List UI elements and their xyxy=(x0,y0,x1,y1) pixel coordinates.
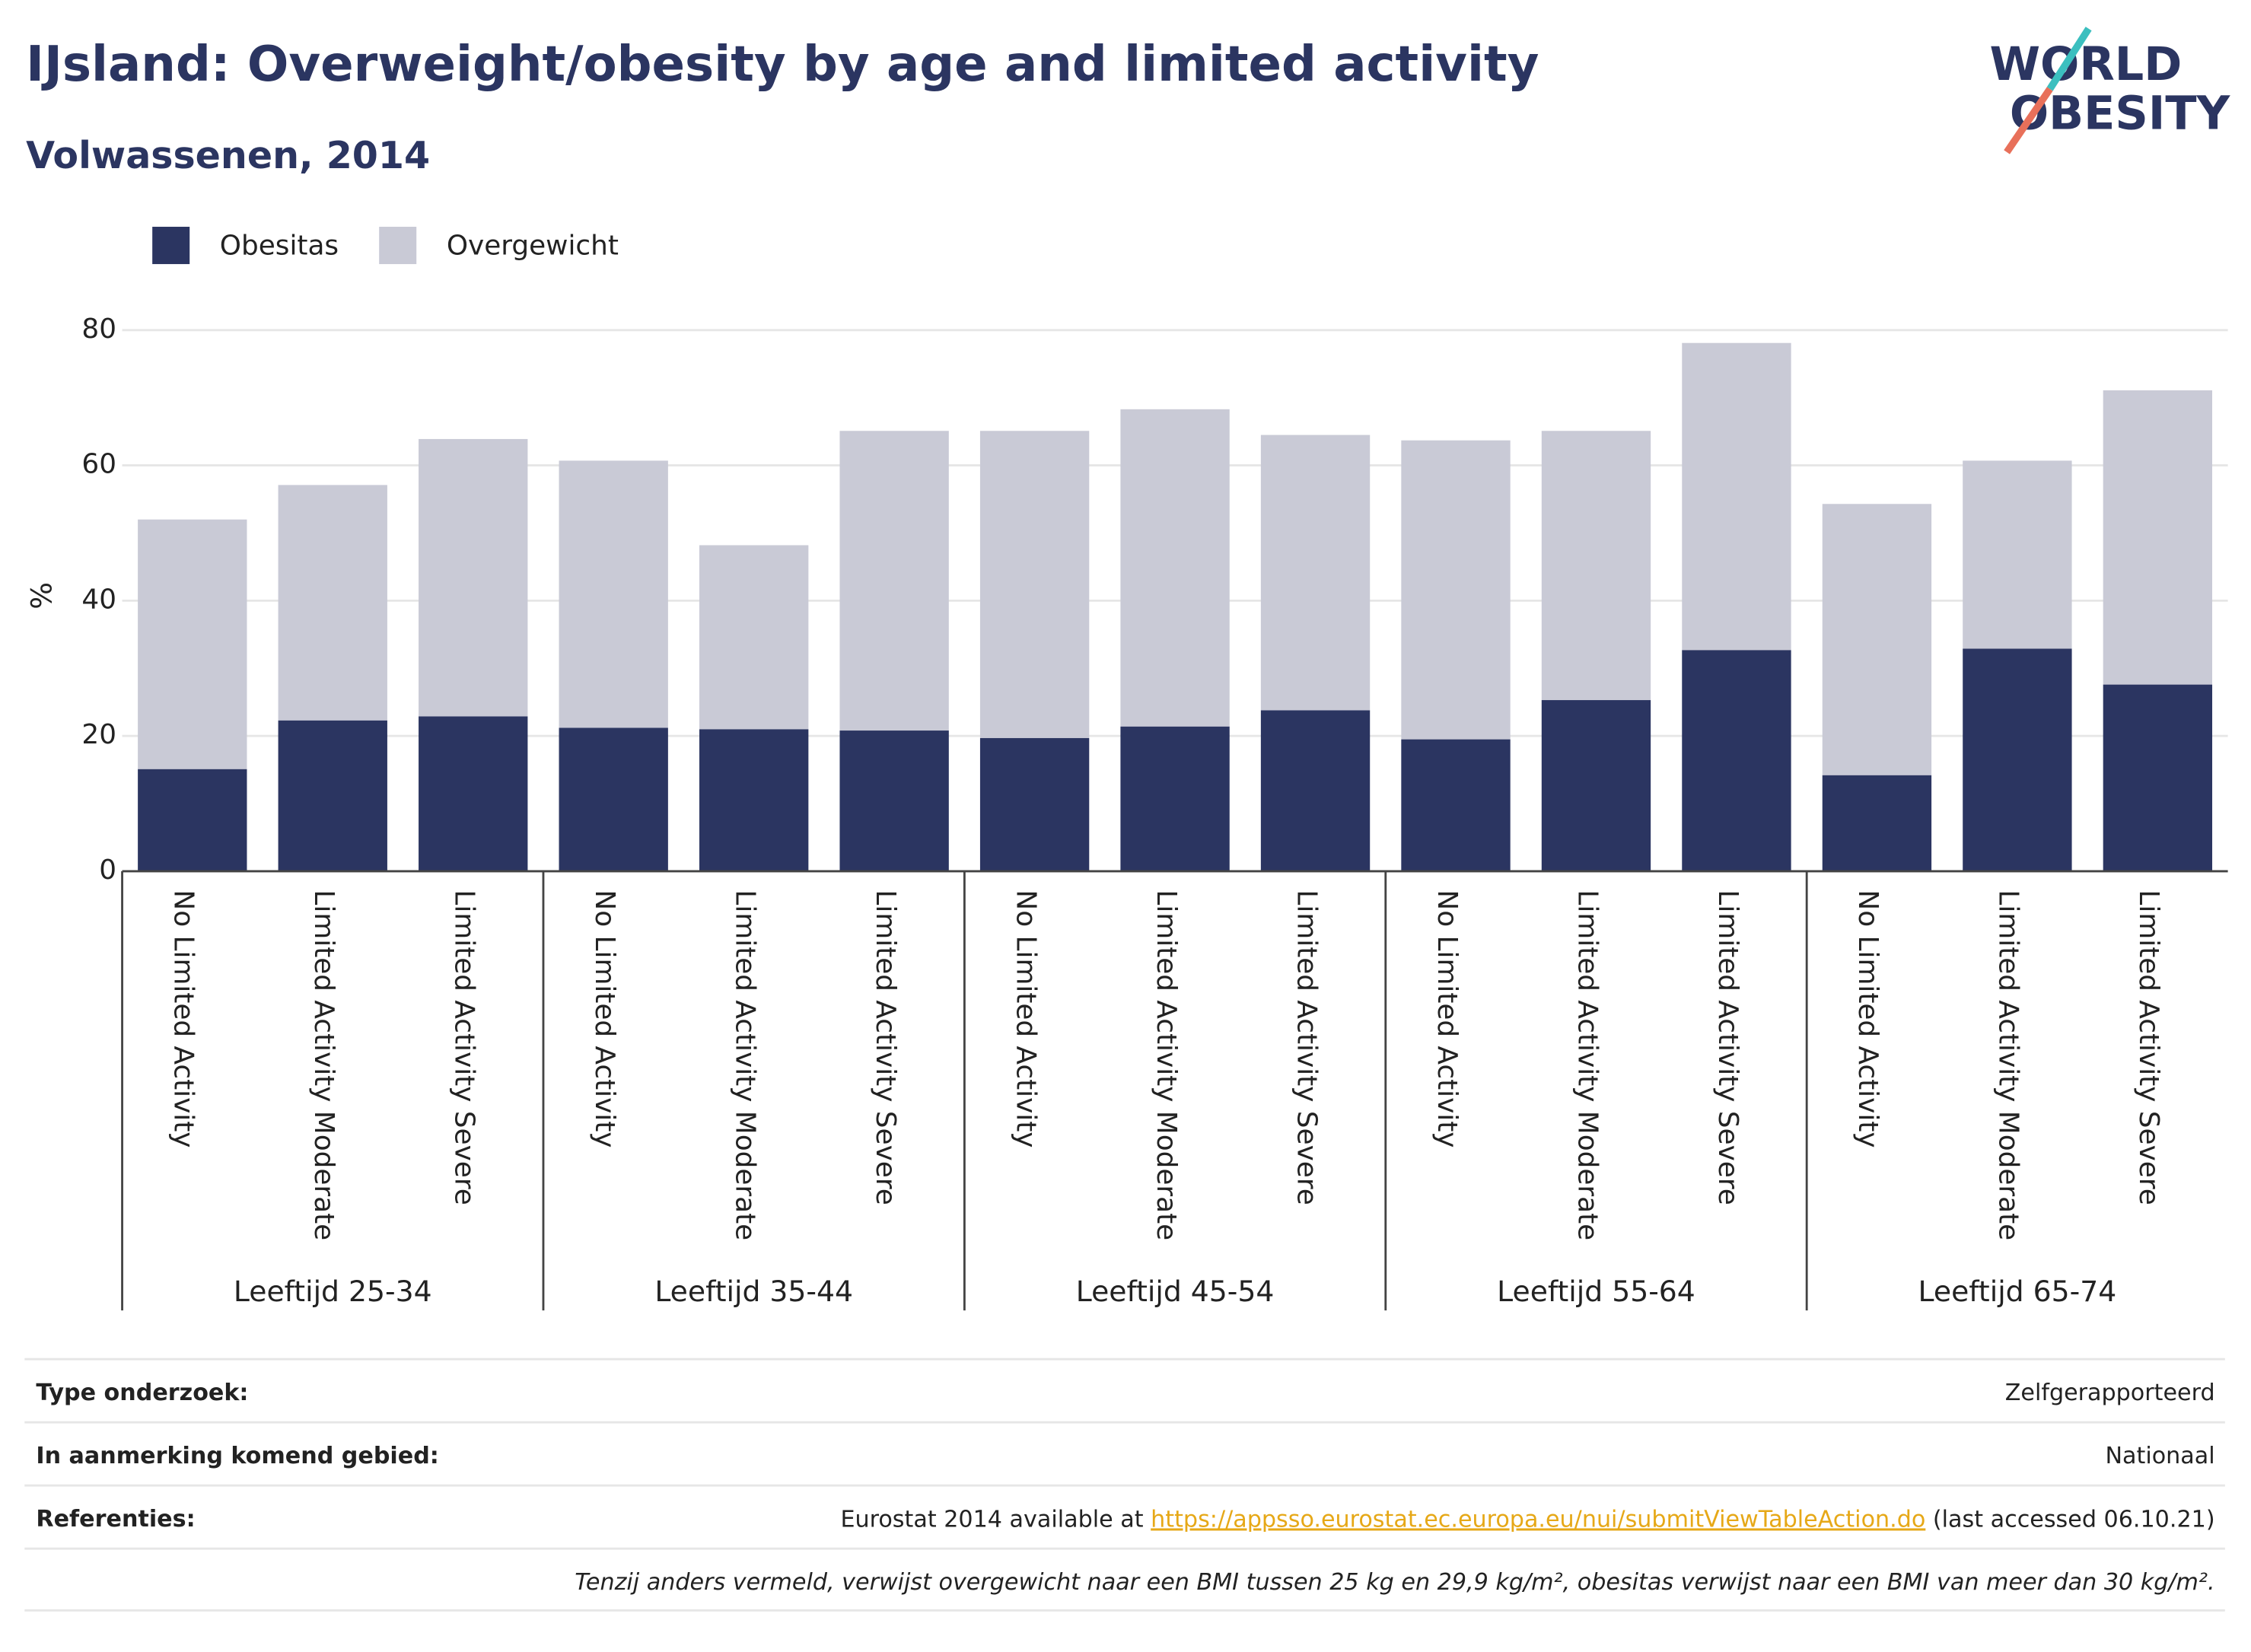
row-value: Eurostat 2014 available at https://appss… xyxy=(840,1506,2214,1533)
bar xyxy=(1682,342,1791,651)
bar xyxy=(1260,710,1371,871)
y-tick-label: 40 xyxy=(81,584,116,615)
ref-text: (last accessed 06.10.21) xyxy=(1933,1506,2215,1533)
ref-text: Eurostat 2014 available at xyxy=(840,1506,1143,1533)
bar xyxy=(839,431,949,731)
bar xyxy=(2103,390,2213,685)
row-value: Zelfgerapporteerd xyxy=(2005,1380,2215,1406)
bar xyxy=(979,737,1090,871)
x-tick-label: No Limited Activity xyxy=(589,890,620,1147)
bar xyxy=(839,731,949,871)
logo-slash xyxy=(2046,27,2092,91)
x-tick-label: No Limited Activity xyxy=(168,890,199,1147)
x-tick-label: No Limited Activity xyxy=(1852,890,1883,1147)
logo-text: WORLD xyxy=(1989,38,2182,91)
bar xyxy=(1401,739,1511,871)
bar xyxy=(979,431,1090,738)
y-tick-label: 80 xyxy=(81,314,116,345)
group-label: Leeftijd 35-44 xyxy=(654,1275,853,1308)
bar xyxy=(1682,650,1791,871)
x-tick-label: Limited Activity Severe xyxy=(1712,890,1743,1205)
group-label: Leeftijd 45-54 xyxy=(1076,1275,1275,1308)
bar xyxy=(1260,434,1371,711)
bar xyxy=(1120,726,1230,871)
x-tick-label: No Limited Activity xyxy=(1431,890,1463,1147)
bar xyxy=(699,729,809,871)
group-label: Leeftijd 25-34 xyxy=(234,1275,432,1308)
footnote: Tenzij anders vermeld, verwijst overgewi… xyxy=(575,1569,2214,1596)
x-tick-label: Limited Activity Severe xyxy=(2133,890,2164,1205)
bar xyxy=(138,769,247,871)
bar xyxy=(1120,409,1230,727)
bar xyxy=(138,519,247,769)
legend-label: Overgewicht xyxy=(447,230,619,261)
chart-subtitle: Volwassenen, 2014 xyxy=(26,133,430,177)
x-tick-label: No Limited Activity xyxy=(1010,890,1041,1147)
x-tick-label: Limited Activity Severe xyxy=(449,890,480,1205)
x-tick-label: Limited Activity Moderate xyxy=(729,890,760,1240)
bar xyxy=(559,727,668,871)
y-axis-label: % xyxy=(24,582,58,610)
bar xyxy=(1822,504,1932,775)
row-label: Referenties: xyxy=(36,1506,195,1533)
bar xyxy=(419,438,528,717)
x-tick-label: Limited Activity Severe xyxy=(1291,890,1322,1205)
bar xyxy=(1401,440,1511,740)
bar xyxy=(559,460,668,728)
x-tick-label: Limited Activity Moderate xyxy=(1993,890,2024,1240)
group-label: Leeftijd 55-64 xyxy=(1497,1275,1695,1308)
x-tick-label: Limited Activity Severe xyxy=(870,890,901,1205)
row-label: In aanmerking komend gebied: xyxy=(36,1443,439,1469)
bar xyxy=(699,545,809,730)
bar xyxy=(1541,431,1651,701)
legend-swatch xyxy=(379,227,417,265)
row-value: Nationaal xyxy=(2105,1443,2214,1469)
legend-swatch xyxy=(152,227,190,265)
y-tick-label: 20 xyxy=(81,719,116,750)
bar xyxy=(1963,648,2072,871)
ref-link[interactable]: https://appsso.eurostat.ec.europa.eu/nui… xyxy=(1151,1506,1925,1533)
logo-slash xyxy=(2004,87,2053,154)
row-label: Type onderzoek: xyxy=(36,1380,248,1406)
bar xyxy=(1541,700,1651,871)
bar xyxy=(2103,684,2213,871)
bar xyxy=(278,485,387,721)
legend-label: Obesitas xyxy=(220,230,339,261)
bar xyxy=(419,716,528,871)
x-tick-label: Limited Activity Moderate xyxy=(308,890,339,1240)
y-tick-label: 60 xyxy=(81,449,116,480)
chart-title: IJsland: Overweight/obesity by age and l… xyxy=(26,36,1539,93)
y-tick-label: 0 xyxy=(99,855,116,886)
bar xyxy=(1963,460,2072,649)
group-label: Leeftijd 65-74 xyxy=(1918,1275,2117,1308)
x-tick-label: Limited Activity Moderate xyxy=(1151,890,1182,1240)
bar xyxy=(1822,775,1932,871)
x-tick-label: Limited Activity Moderate xyxy=(1571,890,1603,1240)
bar xyxy=(278,720,387,871)
